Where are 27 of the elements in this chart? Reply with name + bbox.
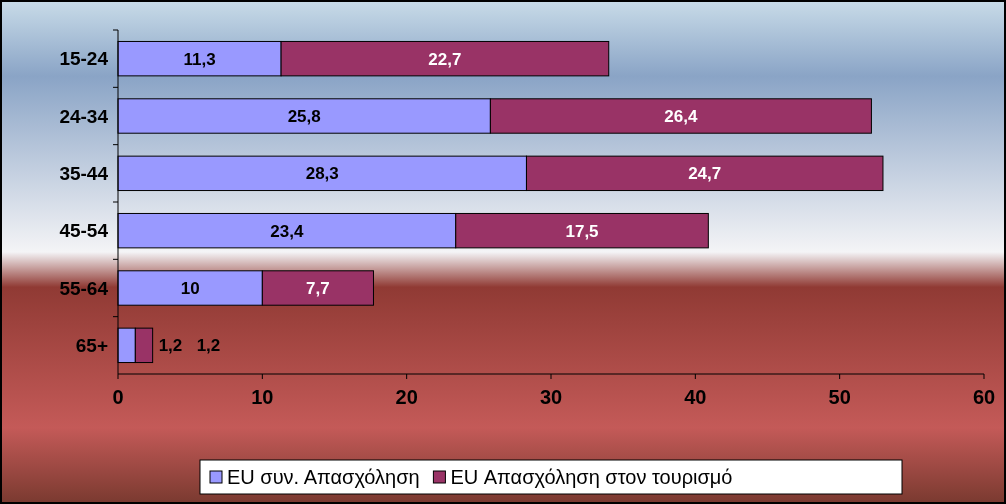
data-label: 1,2 xyxy=(158,336,183,356)
x-tick-label: 10 xyxy=(251,386,274,408)
y-tick-label: 45-54 xyxy=(59,220,109,242)
x-tick-label: 20 xyxy=(395,386,418,408)
x-tick-label: 50 xyxy=(828,386,851,408)
y-tick-label: 15-24 xyxy=(59,48,109,70)
x-tick-label: 30 xyxy=(539,386,563,408)
y-tick-label: 55-64 xyxy=(59,277,109,299)
data-label: 26,4 xyxy=(664,106,698,126)
data-label: 22,7 xyxy=(428,49,462,69)
data-label: 28,3 xyxy=(305,164,339,184)
y-tick-label: 35-44 xyxy=(59,162,109,184)
data-label: 23,4 xyxy=(270,221,304,241)
y-tick-label: 24-34 xyxy=(59,105,109,127)
data-label: 1,2 xyxy=(196,336,221,356)
data-label: 7,7 xyxy=(306,278,330,298)
y-tick-label: 65+ xyxy=(75,334,108,356)
x-tick-label: 60 xyxy=(972,386,996,408)
data-label: 10 xyxy=(180,278,200,298)
x-tick-label: 0 xyxy=(112,386,124,408)
data-label: 25,8 xyxy=(287,106,321,126)
x-tick-label: 40 xyxy=(684,386,707,408)
legend-label: EU συν. Απασχόληση xyxy=(227,466,420,488)
legend-label: EU Απασχόληση στον τουρισμό xyxy=(450,466,733,488)
data-label: 11,3 xyxy=(183,49,216,69)
data-label: 17,5 xyxy=(565,221,599,241)
data-label: 24,7 xyxy=(688,164,722,184)
